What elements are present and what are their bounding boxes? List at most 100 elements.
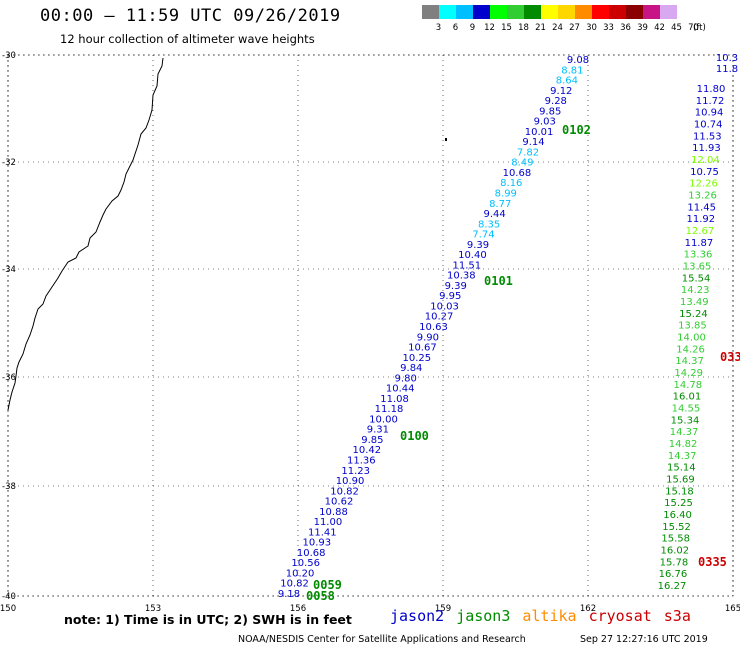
swh-value: 10.42 — [352, 445, 381, 456]
swh-value: 10.27 — [425, 312, 454, 323]
scale-swatch — [439, 5, 456, 19]
island-mark — [445, 138, 447, 141]
swh-value: 10.38 — [447, 271, 476, 282]
map-frame — [7, 54, 734, 597]
swh-value: 7.82 — [517, 147, 539, 158]
swh-value: 14.78 — [673, 380, 702, 391]
swh-value: 10.88 — [319, 507, 348, 518]
swh-value: 14.37 — [670, 427, 699, 438]
scale-swatch — [558, 5, 575, 19]
scale-swatch — [626, 5, 643, 19]
swh-value: 16.27 — [658, 581, 687, 592]
swh-value: 16.01 — [673, 392, 702, 403]
swh-value: 14.37 — [668, 451, 697, 462]
swh-value: 10.68 — [503, 168, 532, 179]
swh-value: 10.67 — [408, 343, 437, 354]
lat-tick-label: -40 — [2, 592, 16, 602]
scale-swatch — [609, 5, 626, 19]
lon-tick-label: 150 — [0, 604, 16, 614]
swh-value: 8.64 — [556, 76, 578, 87]
swh-value: 10.40 — [458, 250, 487, 261]
scale-swatch — [456, 5, 473, 19]
swh-value: 10.75 — [690, 167, 719, 178]
pass-label: 0101 — [484, 274, 513, 288]
swh-value: 16.02 — [660, 546, 689, 557]
coastline — [7, 57, 447, 411]
swh-value: 9.08 — [567, 55, 589, 66]
swh-value: 11.18 — [375, 404, 404, 415]
swh-value: 12.04 — [691, 155, 720, 166]
wave-height-values: 9.088.818.649.129.289.859.0310.019.147.8… — [278, 53, 738, 600]
scale-label: 45 — [671, 23, 682, 33]
swh-value: 10.90 — [336, 476, 365, 487]
satellite-legend: jason2 jason3 altika cryosat s3a — [390, 607, 703, 625]
swh-value: 11.80 — [697, 84, 726, 95]
map-title: 00:00 – 11:59 UTC 09/26/2019 — [40, 6, 341, 26]
swh-value: 11.53 — [693, 131, 722, 142]
swh-value: 10.25 — [402, 353, 431, 364]
scale-swatch — [507, 5, 524, 19]
scale-label: 21 — [535, 23, 546, 33]
swh-value: 9.90 — [417, 332, 439, 343]
legend-entry-jason2: jason2 — [390, 607, 445, 625]
swh-value: 11.00 — [314, 517, 343, 528]
swh-value: 8.99 — [495, 189, 517, 200]
scale-swatch — [677, 5, 694, 19]
lon-tick-label: 162 — [580, 604, 596, 614]
swh-value: 11.92 — [686, 214, 715, 225]
swh-value: 10.74 — [694, 120, 723, 131]
swh-value: 15.18 — [665, 486, 694, 497]
scale-label: 9 — [469, 23, 476, 33]
units-note: note: 1) Time is in UTC; 2) SWH is in fe… — [64, 612, 352, 627]
coastline-path — [7, 57, 164, 411]
swh-value: 8.81 — [561, 65, 583, 76]
swh-value: 10.94 — [695, 108, 724, 119]
swh-value: 8.16 — [500, 178, 522, 189]
swh-value: 11.45 — [687, 202, 716, 213]
swh-value: 10.20 — [286, 569, 315, 580]
scale-label: 33 — [603, 23, 614, 33]
scale-label: 30 — [586, 23, 597, 33]
swh-value: 15.34 — [671, 415, 700, 426]
swh-value: 10.56 — [291, 558, 320, 569]
scale-label: 70 — [688, 23, 699, 33]
swh-value: 9.14 — [522, 137, 544, 148]
swh-value: 14.00 — [677, 333, 706, 344]
swh-value: 15.24 — [679, 309, 708, 320]
swh-value: 12.26 — [689, 179, 718, 190]
swh-value: 9.44 — [483, 209, 505, 220]
swh-value: 10.93 — [302, 538, 331, 549]
swh-value: 11.51 — [452, 260, 481, 271]
swh-value: 16.76 — [659, 569, 688, 580]
swh-value: 9.80 — [395, 373, 417, 384]
swh-value: 9.39 — [445, 281, 467, 292]
swh-value: 9.12 — [550, 86, 572, 97]
pass-label: 0058 — [306, 589, 335, 603]
swh-value: 10.03 — [430, 302, 459, 313]
swh-value: 14.23 — [681, 285, 710, 296]
swh-value: 15.52 — [662, 522, 691, 533]
scale-swatch — [422, 5, 439, 19]
swh-value: 10.01 — [525, 127, 554, 138]
swh-value: 7.74 — [472, 230, 494, 241]
legend-entry-s3a: s3a — [663, 607, 691, 625]
axis-labels: 150 153 156 159 162 165 -30 -32 -34 -36 -38 -40 — [0, 51, 740, 614]
swh-value: 10.00 — [369, 414, 398, 425]
swh-value: 9.84 — [400, 363, 422, 374]
swh-value: 14.82 — [669, 439, 698, 450]
graticule — [7, 54, 734, 597]
swh-value: 11.36 — [347, 456, 376, 467]
scale-label: 27 — [569, 23, 580, 33]
swh-value: 10.44 — [386, 384, 415, 395]
swh-value: 15.69 — [666, 475, 695, 486]
generation-timestamp: Sep 27 12:27:16 UTC 2019 — [580, 634, 708, 645]
swh-value: 15.58 — [661, 534, 690, 545]
scale-label: 42 — [654, 23, 665, 33]
swh-value: 15.54 — [682, 273, 711, 284]
swh-value: 15.78 — [660, 557, 689, 568]
lon-tick-label: 165 — [725, 604, 740, 614]
lon-tick-label: 153 — [145, 604, 161, 614]
swh-value: 14.37 — [675, 356, 704, 367]
scale-swatch — [660, 5, 677, 19]
